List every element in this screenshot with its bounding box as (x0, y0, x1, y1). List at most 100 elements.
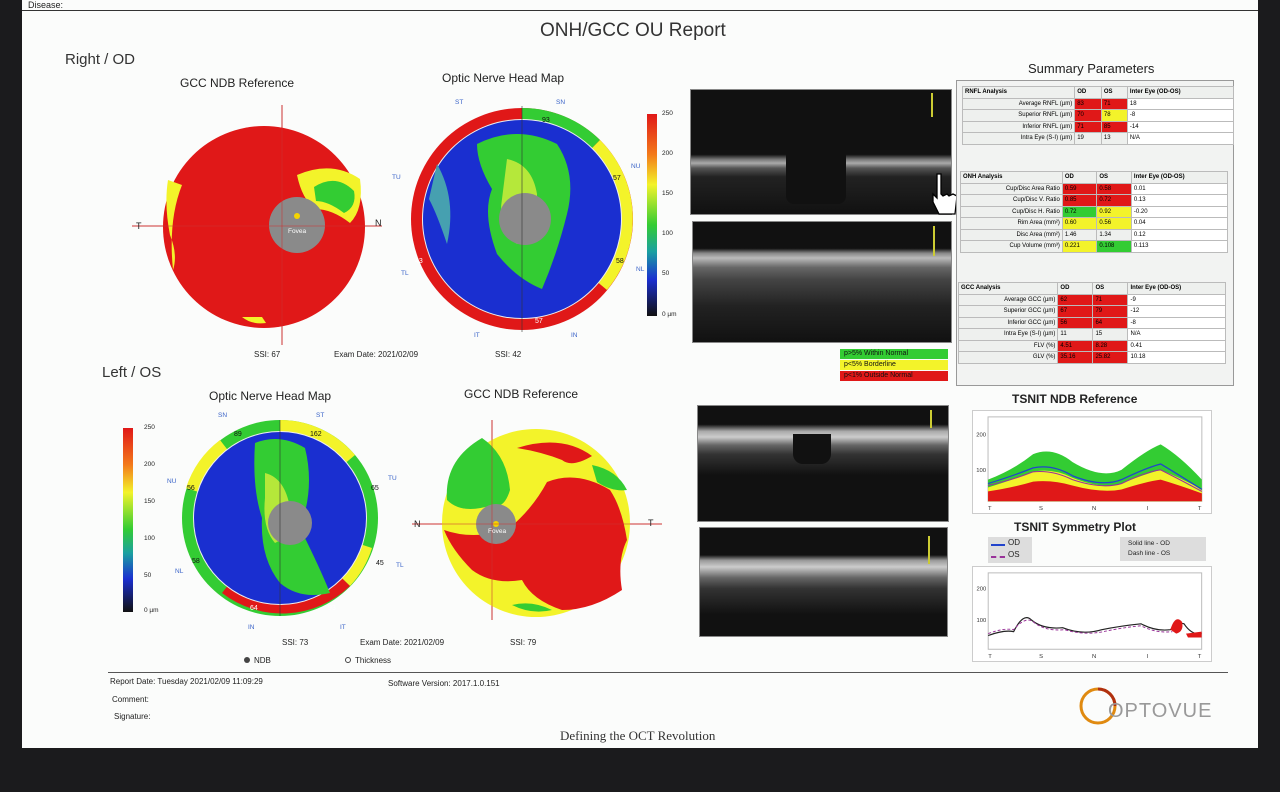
onh-inter: 0.12 (1130, 228, 1229, 241)
gcc-inter: N/A (1127, 328, 1226, 341)
legend-borderline: p<5% Borderline (840, 360, 948, 370)
left-value-right: 65 (371, 485, 379, 492)
oct-scan-left-1[interactable] (697, 405, 949, 522)
rnfl-header-row: RNFL Analysis OD OS Inter Eye (OD-OS) (961, 86, 1235, 99)
ndb-radio[interactable]: NDB (244, 656, 271, 668)
tsnit-symmetry-chart[interactable]: 200 100 T S N I T (972, 566, 1212, 662)
gcc-od: 56 (1057, 316, 1094, 329)
onh-header-2: OS (1096, 171, 1132, 184)
left-ssi-gcc: SSI: 79 (510, 638, 537, 647)
od-label: OD (1008, 538, 1020, 547)
onh-od: 0.72 (1061, 205, 1098, 218)
rnfl-label: Superior RNFL (µm) (961, 109, 1076, 122)
right-sector-tl: TL (401, 270, 409, 277)
table-row: Superior RNFL (µm) 70 78 -8 (961, 109, 1235, 122)
right-onh-map[interactable] (407, 104, 637, 334)
table-row: Cup/Disc Area Ratio 0.59 0.58 0.01 (960, 182, 1229, 195)
right-sector-nl: NL (636, 266, 645, 273)
footer-rule (108, 672, 1228, 673)
onh-od: 0.60 (1061, 217, 1098, 230)
table-row: Inferior GCC (µm) 56 64 -8 (957, 316, 1226, 329)
left-value-top-right: 162 (310, 431, 322, 438)
left-scale-250: 250 (144, 424, 155, 431)
sym-x-t1: T (988, 654, 992, 660)
onh-os: 0.92 (1096, 205, 1132, 218)
left-sector-in: IN (248, 624, 255, 631)
gcc-inter: -8 (1127, 316, 1226, 329)
onh-label: Cup/Disc Area Ratio (960, 182, 1063, 195)
onh-header-row: ONH Analysis OD OS Inter Eye (OD-OS) (960, 171, 1229, 184)
onh-label: Cup/Disc V. Ratio (960, 194, 1063, 207)
oct-scan-right-2[interactable] (692, 221, 952, 343)
onh-table: ONH Analysis OD OS Inter Eye (OD-OS) Cup… (960, 171, 1229, 253)
gcc-label: Superior GCC (µm) (957, 305, 1059, 318)
left-value-left: 56 (187, 485, 195, 492)
header-rule (22, 10, 1258, 11)
summary-title: Summary Parameters (1028, 61, 1155, 76)
right-gcc-map[interactable] (132, 105, 382, 345)
left-scale-200: 200 (144, 461, 155, 468)
left-sector-it: IT (340, 624, 346, 631)
right-scale-150: 150 (662, 190, 673, 197)
onh-od: 1.46 (1061, 228, 1098, 241)
rnfl-table: RNFL Analysis OD OS Inter Eye (OD-OS) Av… (961, 86, 1235, 145)
right-color-scale (647, 114, 657, 316)
rnfl-inter: 18 (1126, 97, 1235, 110)
left-onh-map[interactable] (180, 418, 380, 618)
tsnit-y-tick-100: 100 (976, 468, 987, 474)
gcc-header-1: OD (1057, 282, 1094, 295)
right-value-right-bottom: 58 (616, 258, 624, 265)
tagline: Defining the OCT Revolution (560, 728, 716, 743)
onh-header-1: OD (1061, 171, 1098, 184)
radio-selected-icon (244, 657, 250, 663)
right-scale-0: 0 µm (662, 311, 677, 318)
tsnit-sym-title: TSNIT Symmetry Plot (1014, 520, 1137, 534)
tsnit-ndb-chart[interactable]: 200 100 T S N I T (972, 410, 1212, 514)
left-gcc-map[interactable] (412, 420, 662, 620)
od-solid-line-icon (991, 544, 1005, 546)
table-row: Disc Area (mm²) 1.46 1.34 0.12 (960, 228, 1229, 241)
sym-y-tick-200: 200 (976, 587, 987, 593)
gcc-label: FLV (%) (957, 339, 1059, 352)
gcc-od: 35.16 (1057, 351, 1094, 364)
rnfl-os: 85 (1100, 120, 1128, 133)
onh-od: 0.221 (1061, 240, 1098, 253)
gcc-inter: 10.18 (1127, 351, 1226, 364)
thickness-radio[interactable]: Thickness (345, 656, 391, 668)
right-scale-250: 250 (662, 110, 673, 117)
os-label: OS (1008, 550, 1020, 559)
table-row: FLV (%) 4.51 8.28 0.41 (957, 339, 1226, 352)
onh-label: Disc Area (mm²) (960, 228, 1063, 241)
onh-label: Cup/Disc H. Ratio (960, 205, 1063, 218)
table-row: Average RNFL (µm) 83 71 18 (961, 97, 1235, 110)
gcc-os: 8.28 (1092, 339, 1129, 352)
rnfl-inter: -14 (1126, 120, 1235, 133)
rnfl-header-3: Inter Eye (OD-OS) (1126, 86, 1235, 99)
rnfl-os: 78 (1100, 109, 1128, 122)
right-scale-50: 50 (662, 270, 670, 277)
radio-empty-icon (345, 657, 351, 663)
onh-inter: 0.113 (1130, 240, 1229, 253)
left-sector-sn: SN (218, 412, 228, 419)
rnfl-os: 71 (1100, 97, 1128, 110)
gcc-os: 25.82 (1092, 351, 1129, 364)
brand-name: OPTOVUE (1108, 700, 1213, 722)
symmetry-legend: OD OS (988, 537, 1032, 563)
os-dash-line-icon (991, 556, 1005, 558)
left-onh-title: Optic Nerve Head Map (209, 389, 332, 403)
right-value-left: 43 (415, 258, 423, 265)
onh-os: 0.72 (1096, 194, 1132, 207)
rnfl-inter: -8 (1126, 109, 1235, 122)
oct-scan-left-2[interactable] (699, 527, 948, 637)
left-value-bottom-left: 64 (250, 605, 258, 612)
left-scale-100: 100 (144, 535, 155, 542)
onh-header-0: ONH Analysis (960, 171, 1063, 184)
gcc-table: GCC Analysis OD OS Inter Eye (OD-OS) Ave… (957, 282, 1226, 364)
rnfl-header-0: RNFL Analysis (961, 86, 1076, 99)
page-title: ONH/GCC OU Report (540, 20, 726, 41)
table-row: Superior GCC (µm) 67 79 -12 (957, 305, 1226, 318)
thickness-radio-label: Thickness (355, 656, 392, 665)
gcc-header-3: Inter Eye (OD-OS) (1127, 282, 1226, 295)
gcc-od: 4.51 (1057, 339, 1094, 352)
oct-scan-right-1[interactable] (690, 89, 952, 215)
